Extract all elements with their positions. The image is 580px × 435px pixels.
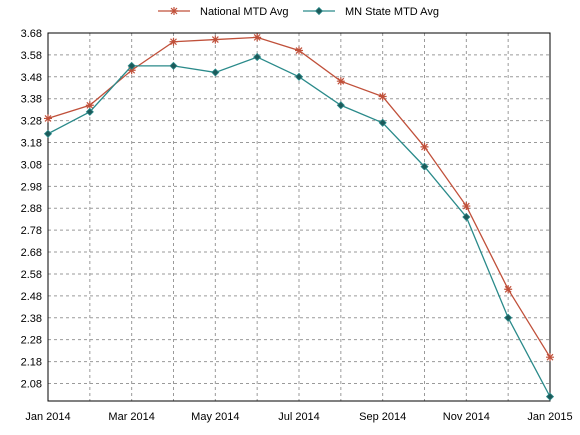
y-tick-label: 3.08 — [21, 159, 42, 171]
data-point-mn-state — [169, 61, 178, 70]
data-point-mn-state — [504, 313, 513, 322]
legend-label-national: National MTD Avg — [200, 6, 288, 18]
legend-item-national: National MTD Avg — [158, 6, 288, 18]
data-point-mn-state — [253, 53, 262, 62]
data-point-mn-state — [545, 392, 555, 401]
data-point-mn-state — [294, 72, 304, 81]
y-tick-label: 3.48 — [21, 72, 42, 84]
data-point-mn-state — [462, 212, 471, 222]
data-point-national — [462, 202, 471, 211]
data-point-mn-state — [420, 162, 429, 171]
x-tick-label: May 2014 — [191, 411, 239, 423]
x-tick-label: Jul 2014 — [278, 411, 320, 423]
data-point-national — [546, 353, 554, 362]
x-tick-label: Jan 2014 — [25, 411, 70, 423]
plot-area: 3.68 3.58 3.48 3.38 3.28 3.18 3.08 2.98 2.88 2.78… — [21, 28, 573, 423]
data-point-national — [253, 33, 262, 42]
y-tick-label: 3.68 — [21, 28, 42, 40]
y-tick-label: 3.58 — [21, 50, 42, 62]
y-tick-label: 2.18 — [21, 357, 42, 369]
y-tick-label: 2.88 — [21, 203, 42, 215]
y-tick-label: 3.28 — [21, 116, 42, 128]
data-point-national — [211, 35, 220, 44]
legend-item-mn-state: MN State MTD Avg — [303, 6, 439, 18]
data-point-national — [44, 114, 52, 123]
y-tick-label: 2.68 — [21, 247, 42, 259]
data-point-national — [420, 142, 429, 151]
y-tick-label: 3.18 — [21, 138, 42, 150]
y-tick-label: 2.38 — [21, 313, 42, 325]
data-point-national — [127, 66, 136, 75]
x-tick-label: Jan 2015 — [527, 411, 572, 423]
plot-frame — [47, 32, 551, 402]
data-point-mn-state — [378, 118, 387, 127]
data-point-national — [336, 77, 345, 86]
data-point-national — [295, 46, 303, 55]
data-point-mn-state — [127, 61, 136, 70]
data-point-national — [504, 285, 513, 294]
y-tick-label: 2.98 — [21, 181, 42, 193]
data-point-national — [85, 101, 94, 110]
x-tick-label: Nov 2014 — [443, 411, 490, 423]
y-tick-label: 2.78 — [21, 225, 42, 237]
data-point-national — [378, 92, 387, 101]
x-tick-label: Sep 2014 — [359, 411, 406, 423]
y-tick-label: 2.28 — [21, 335, 42, 347]
y-tick-label: 3.38 — [21, 94, 42, 106]
legend-label-mn-state: MN State MTD Avg — [345, 6, 439, 18]
y-tick-label: 2.08 — [21, 378, 42, 390]
y-tick-label: 2.58 — [21, 269, 42, 281]
legend: National MTD Avg MN State MTD Avg — [158, 6, 439, 18]
x-tick-label: Mar 2014 — [108, 411, 154, 423]
data-point-mn-state — [336, 101, 345, 110]
data-point-mn-state — [85, 107, 94, 116]
data-point-mn-state — [43, 129, 53, 138]
data-point-national — [169, 37, 178, 46]
legend-marker-national — [170, 7, 178, 15]
legend-marker-mn-state — [314, 6, 324, 16]
y-tick-label: 2.48 — [21, 291, 42, 303]
data-point-mn-state — [211, 68, 220, 77]
